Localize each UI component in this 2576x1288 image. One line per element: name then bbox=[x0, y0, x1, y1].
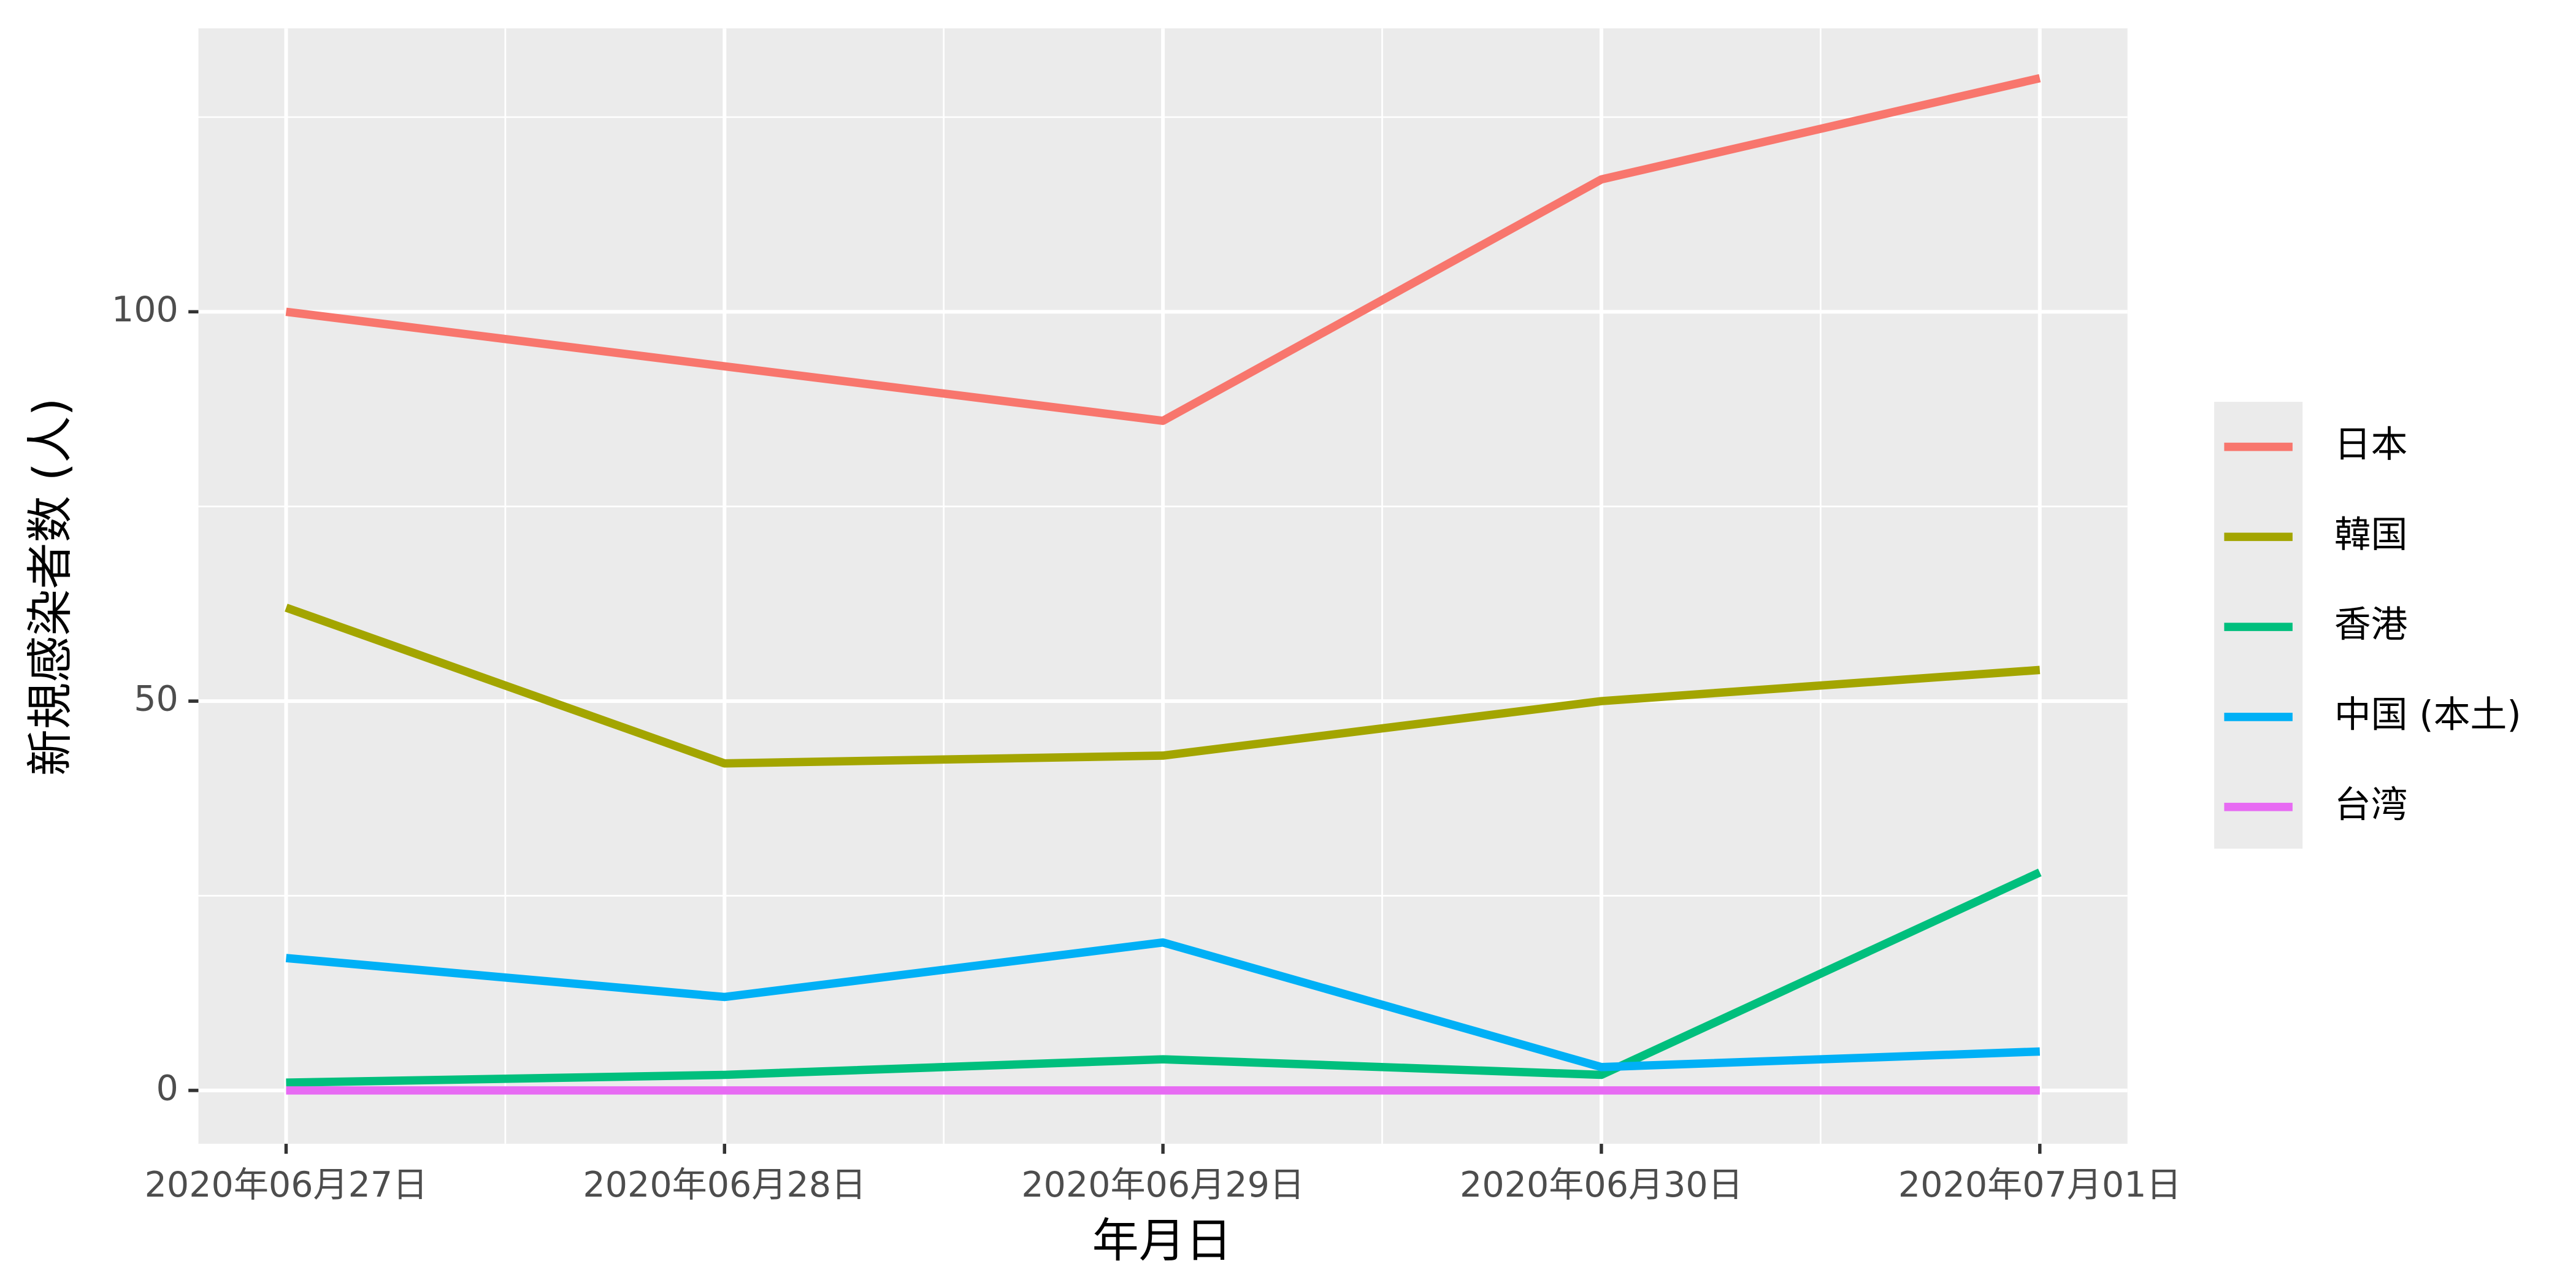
legend-label: 日本 bbox=[2334, 423, 2408, 466]
legend-label: 香港 bbox=[2334, 604, 2408, 646]
y-axis-title: 新規感染者数 (人) bbox=[23, 398, 77, 776]
legend-label: 台湾 bbox=[2334, 783, 2408, 826]
series-line bbox=[286, 868, 2042, 1087]
x-axis-title: 年月日 bbox=[1092, 1213, 1232, 1268]
x-tick-label: 2020年06月28日 bbox=[583, 1165, 866, 1205]
legend-label: 中国 (本土) bbox=[2334, 694, 2521, 737]
x-tick-label: 2020年06月27日 bbox=[145, 1165, 428, 1205]
series-line bbox=[285, 938, 2041, 1071]
x-tick-label: 2020年07月01日 bbox=[1898, 1165, 2182, 1205]
y-tick-label: 0 bbox=[156, 1068, 178, 1109]
y-tick-label: 100 bbox=[112, 289, 178, 330]
x-tick-label: 2020年06月29日 bbox=[1021, 1165, 1305, 1205]
y-tick-label: 50 bbox=[134, 679, 178, 719]
lines bbox=[285, 74, 2042, 1095]
axes: 0 50 100 2020年06月27日 2020年06月28日 2020年06月29日 2… bbox=[112, 289, 2182, 1205]
series-line bbox=[285, 604, 2041, 768]
x-tick-label: 2020年06月30日 bbox=[1460, 1165, 1743, 1205]
series-line bbox=[285, 74, 2041, 425]
legend-label: 韓国 bbox=[2334, 513, 2408, 556]
